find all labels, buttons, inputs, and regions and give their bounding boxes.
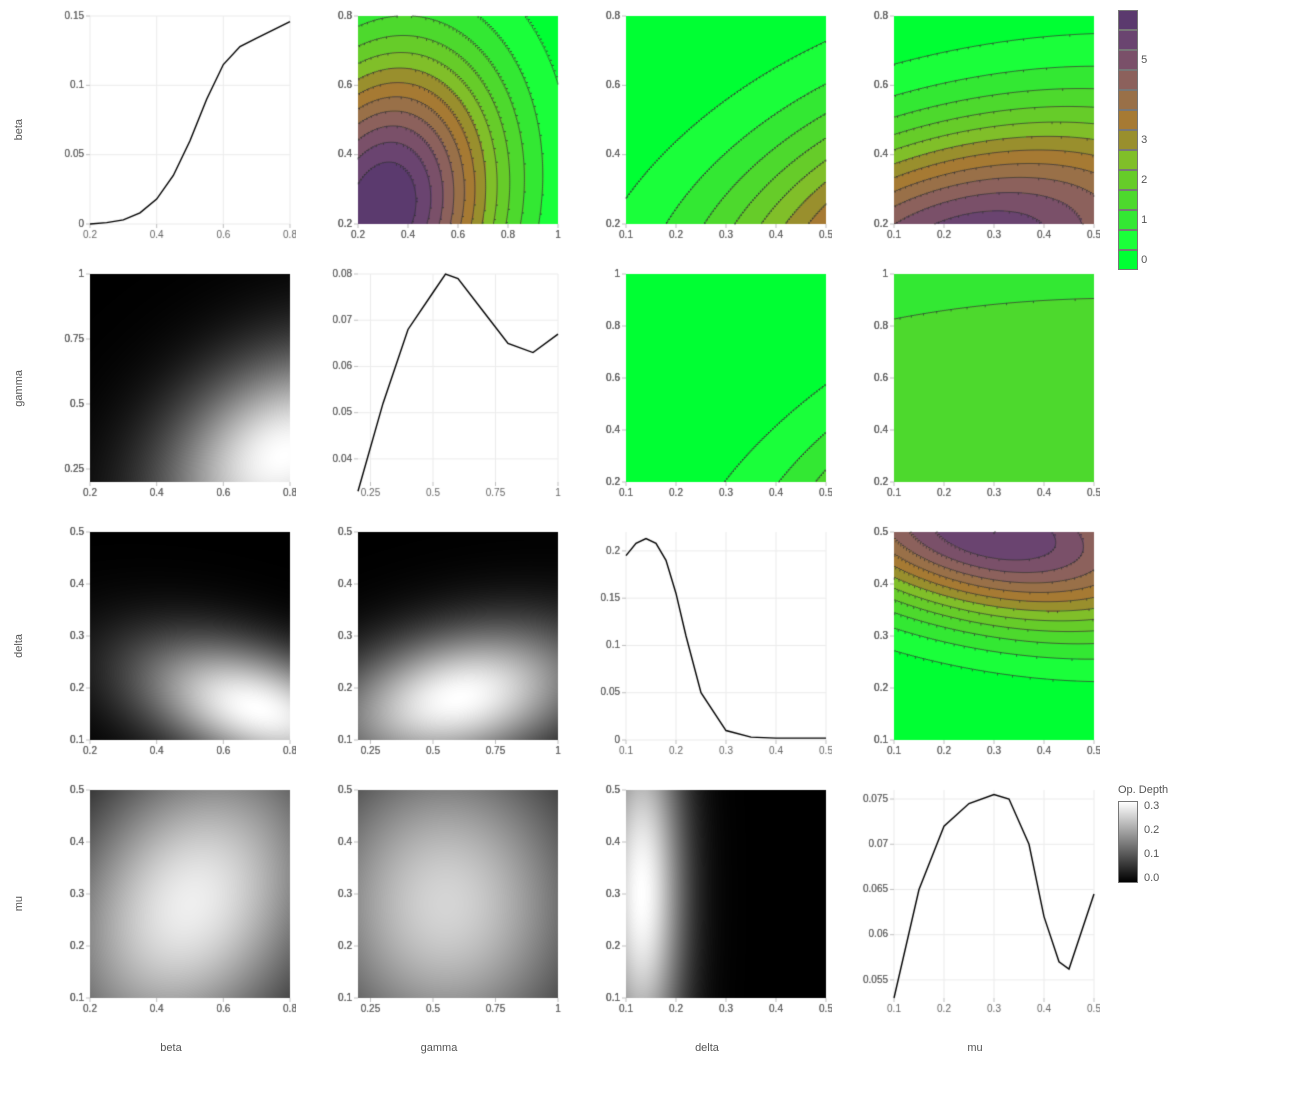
- panel-beta-gamma: [314, 10, 564, 250]
- panel-mu-mu: [850, 784, 1100, 1024]
- xlabel-beta: beta: [160, 1042, 181, 1054]
- xlabel-gamma: gamma: [421, 1042, 458, 1054]
- panel-delta-mu: [850, 526, 1100, 766]
- ylabel-delta: delta: [13, 634, 25, 658]
- panel-beta-mu: [850, 10, 1100, 250]
- colorbar-tick: 5: [1141, 54, 1147, 66]
- xlabel-mu: mu: [967, 1042, 982, 1054]
- panel-mu-delta: [582, 784, 832, 1024]
- panel-delta-delta: [582, 526, 832, 766]
- colorbar-tick: 2: [1141, 174, 1147, 186]
- depth-tick: 0.3: [1144, 800, 1159, 812]
- panel-delta-gamma: [314, 526, 564, 766]
- panel-beta-beta: [46, 10, 296, 250]
- panel-gamma-beta: [46, 268, 296, 508]
- depth-tick: 0.2: [1144, 824, 1159, 836]
- depth-legend-title: Op. Depth: [1118, 784, 1228, 796]
- pairs-plot-grid: beta gamma delta mu 5 3 2 1 0 Op. Depth 0.3 0.…: [10, 10, 1290, 1064]
- panel-beta-delta: [582, 10, 832, 250]
- ylabel-beta: beta: [13, 119, 25, 140]
- xlabel-delta: delta: [695, 1042, 719, 1054]
- colorbar-tick: 3: [1141, 134, 1147, 146]
- panel-gamma-mu: [850, 268, 1100, 508]
- depth-tick: 0.0: [1144, 872, 1159, 884]
- panel-gamma-delta: [582, 268, 832, 508]
- depth-colorbar: Op. Depth 0.3 0.2 0.1 0.0: [1118, 784, 1228, 1024]
- panel-delta-beta: [46, 526, 296, 766]
- contour-colorbar: 5 3 2 1 0: [1118, 10, 1228, 508]
- panel-gamma-gamma: [314, 268, 564, 508]
- ylabel-gamma: gamma: [13, 370, 25, 407]
- colorbar-tick: 0: [1141, 254, 1147, 266]
- panel-mu-gamma: [314, 784, 564, 1024]
- panel-mu-beta: [46, 784, 296, 1024]
- depth-tick: 0.1: [1144, 848, 1159, 860]
- colorbar-tick: 1: [1141, 214, 1147, 226]
- ylabel-mu: mu: [13, 896, 25, 911]
